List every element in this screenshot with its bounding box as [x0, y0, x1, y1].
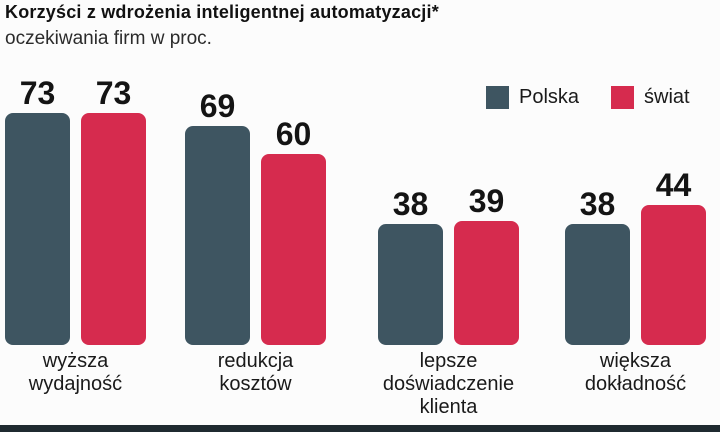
value-label: 44: [655, 167, 692, 203]
legend-label-polska: Polska: [519, 86, 580, 108]
bar-column: 69: [185, 90, 250, 345]
category-label: większa dokładność: [584, 350, 687, 395]
legend-label-swiat: świat: [644, 86, 690, 108]
value-label: 73: [19, 75, 56, 111]
legend-item-polska: Polska: [486, 86, 579, 109]
legend-swatch-polska: [486, 86, 509, 109]
bar-świat: [641, 205, 706, 345]
bar-column: 44: [641, 169, 706, 345]
legend: Polska świat: [486, 86, 690, 109]
bar-polska: [5, 113, 70, 345]
category-label: wyższa wydajność: [28, 350, 123, 395]
bar-świat: [81, 113, 146, 345]
chart-title: Korzyści z wdrożenia inteligentnej autom…: [5, 2, 439, 22]
value-label: 39: [468, 183, 505, 219]
value-label: 60: [275, 116, 312, 152]
bar-pair: 73 73: [5, 77, 146, 345]
bottom-strip: [0, 425, 720, 432]
bar-świat: [454, 221, 519, 345]
bar-column: 73: [5, 77, 70, 345]
bar-pair: 69 60: [185, 90, 326, 345]
chart-subtitle: oczekiwania firm w proc.: [5, 28, 212, 49]
bar-group: 73 73 wyższa wydajność: [5, 77, 146, 395]
category-label: redukcja kosztów: [217, 350, 294, 395]
bar-polska: [378, 224, 443, 345]
plot-area: 73 73 wyższa wydajność 69 60 redukcja kosztów…: [5, 77, 706, 418]
bar-column: 38: [378, 188, 443, 345]
bar-group: 69 60 redukcja kosztów: [185, 90, 326, 395]
bar-świat: [261, 154, 326, 345]
category-label: lepsze doświadczenie klienta: [382, 350, 515, 418]
value-label: 69: [199, 88, 236, 124]
bar-pair: 38 44: [565, 169, 706, 345]
value-label: 38: [392, 186, 429, 222]
bar-column: 39: [454, 185, 519, 345]
legend-item-swiat: świat: [611, 86, 690, 109]
bar-polska: [185, 126, 250, 345]
bar-column: 73: [81, 77, 146, 345]
value-label: 38: [579, 186, 616, 222]
bar-group: 38 44 większa dokładność: [565, 169, 706, 395]
legend-swatch-swiat: [611, 86, 635, 109]
bar-pair: 38 39: [378, 185, 519, 345]
bar-polska: [565, 224, 630, 345]
bar-group: 38 39 lepsze doświadczenie klienta: [378, 185, 519, 418]
bar-column: 38: [565, 188, 630, 345]
value-label: 73: [95, 75, 132, 111]
bar-column: 60: [261, 118, 326, 345]
